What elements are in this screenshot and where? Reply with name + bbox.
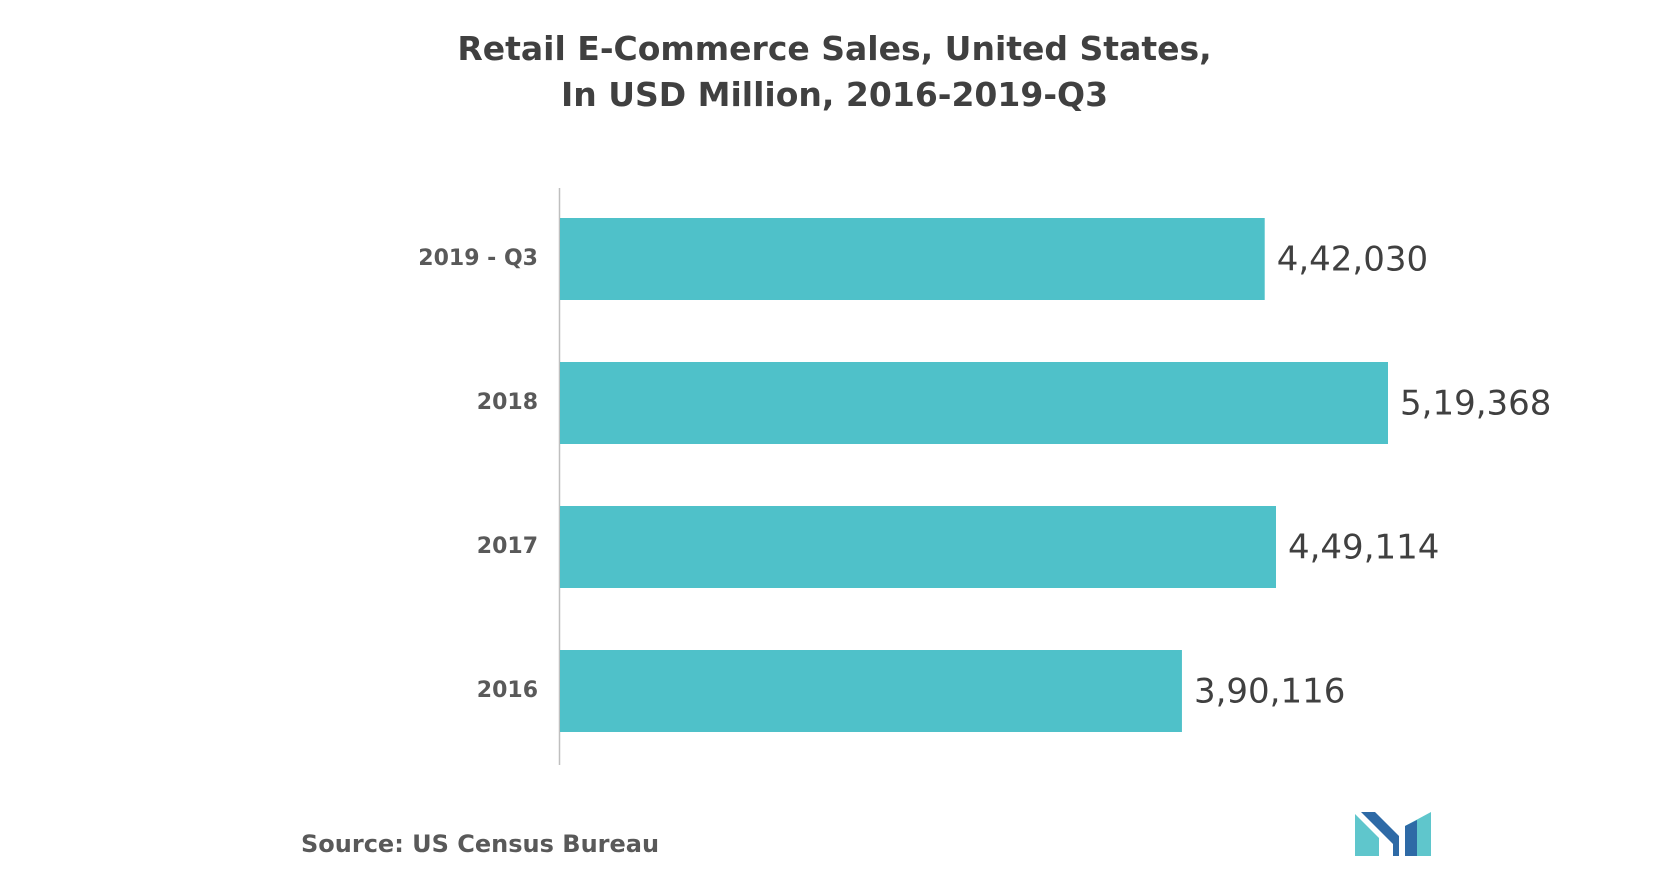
data-label: 3,90,116 — [1194, 672, 1345, 712]
y-tick-label: 2018 — [477, 390, 538, 415]
data-label: 4,49,114 — [1288, 528, 1439, 568]
chart-title-line-1: Retail E-Commerce Sales, United States, — [457, 29, 1212, 68]
chart-title: Retail E-Commerce Sales, United States, … — [0, 26, 1669, 118]
mordor-intelligence-logo-icon — [1355, 812, 1431, 856]
bar-2016 — [560, 650, 1182, 732]
chart-title-line-2: In USD Million, 2016-2019-Q3 — [560, 75, 1109, 114]
y-tick-label: 2016 — [477, 678, 538, 703]
bar-2019-q3 — [560, 218, 1265, 300]
logo-mid-stroke — [1361, 812, 1399, 856]
bar-2018 — [560, 362, 1388, 444]
logo-right-shadow — [1405, 820, 1417, 856]
data-label: 5,19,368 — [1400, 384, 1551, 424]
y-tick-label: 2017 — [477, 534, 538, 559]
y-tick-label: 2019 - Q3 — [418, 246, 538, 271]
source-note: Source: US Census Bureau — [301, 830, 660, 858]
logo-left-stroke — [1355, 814, 1379, 856]
bar-2017 — [560, 506, 1276, 588]
data-label: 4,42,030 — [1277, 240, 1428, 280]
bars-group: 2019 - Q3 4,42,030 2018 5,19,368 2017 4,49,11… — [418, 218, 1551, 732]
